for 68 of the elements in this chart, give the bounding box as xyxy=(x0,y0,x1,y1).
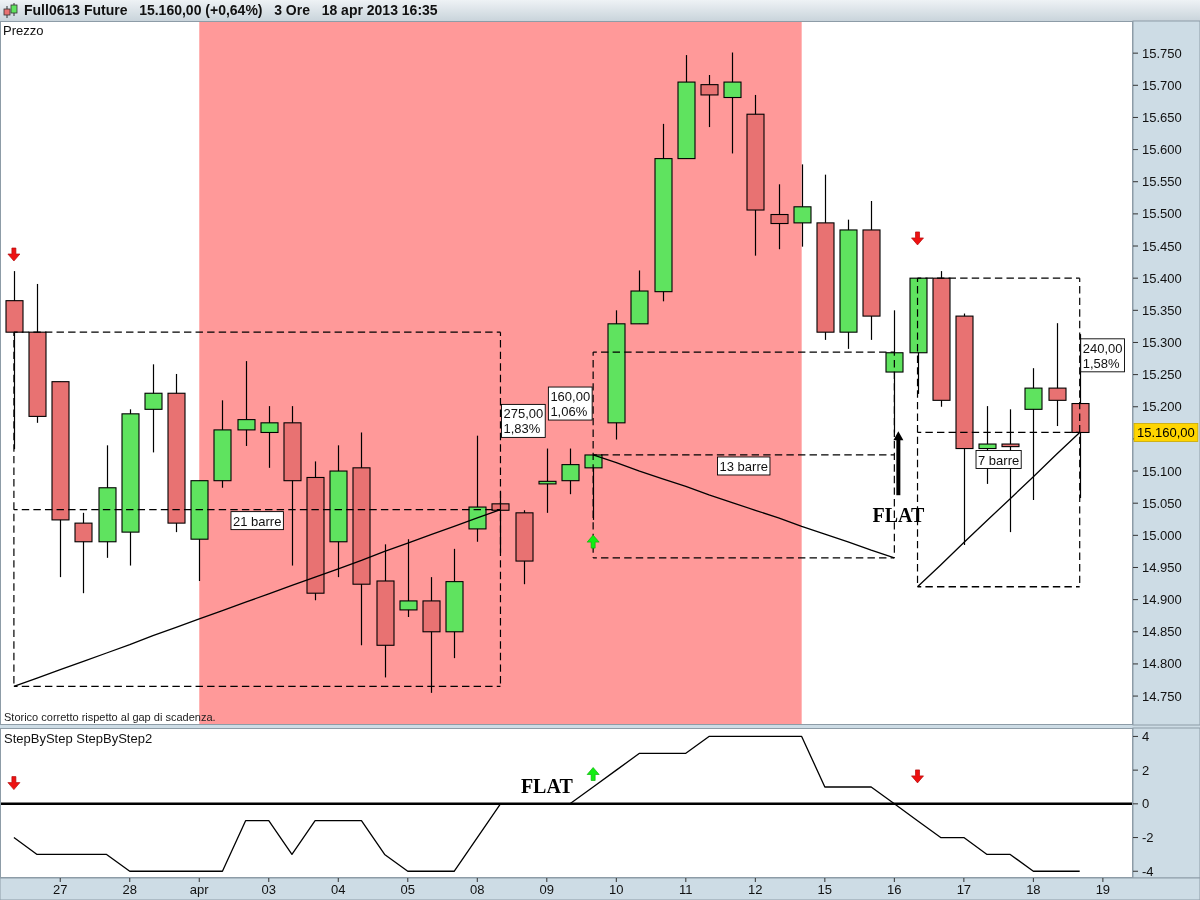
annotation: FLAT xyxy=(520,774,574,797)
candlestick xyxy=(399,538,418,618)
y-tick-label: -2 xyxy=(1142,830,1154,846)
x-tick-label: 16 xyxy=(887,882,902,897)
y-tick-label: 15.650 xyxy=(1142,109,1182,125)
annotation: 240,00 1,58% xyxy=(1082,340,1123,371)
x-tick-label: 12 xyxy=(748,882,763,897)
candlestick xyxy=(538,447,557,514)
y-tick-label: 14.750 xyxy=(1142,688,1182,704)
x-tick-label: 11 xyxy=(679,882,693,897)
candlestick xyxy=(237,360,256,447)
y-tick-label: 14.850 xyxy=(1142,624,1182,640)
y-tick-label: 15.550 xyxy=(1142,174,1182,190)
x-tick-label: 04 xyxy=(331,882,346,897)
y-tick-label: 0 xyxy=(1142,796,1150,812)
candlestick xyxy=(700,74,719,128)
x-tick-label: 09 xyxy=(539,882,555,897)
x-tick-label: apr xyxy=(189,882,210,897)
y-tick-label: 14.900 xyxy=(1142,592,1182,608)
y-tick-label: 15.100 xyxy=(1142,463,1182,479)
y-tick-label: 15.450 xyxy=(1142,238,1182,254)
candlestick xyxy=(723,51,742,155)
x-tick-label: 05 xyxy=(400,882,416,897)
y-tick-label: 15.050 xyxy=(1142,495,1182,511)
x-tick-label: 27 xyxy=(53,882,68,897)
text: 15.160,00 xyxy=(1137,424,1195,440)
y-tick-label: 14.950 xyxy=(1142,559,1182,575)
x-tick-label: 03 xyxy=(261,882,276,897)
candlestick xyxy=(260,405,279,469)
point xyxy=(911,231,924,246)
chart-title: StepByStep StepByStep2 xyxy=(4,731,153,746)
annotation: 160,00 1,06% xyxy=(550,389,591,420)
candlestick xyxy=(793,163,812,248)
point xyxy=(7,247,21,262)
y-tick-label: 15.350 xyxy=(1142,302,1182,318)
candlestick xyxy=(74,512,93,594)
y-tick-label: 15.600 xyxy=(1142,142,1182,158)
candlestick xyxy=(144,363,163,453)
annotation: 21 barre xyxy=(232,513,282,529)
y-tick-label: 15.200 xyxy=(1142,399,1182,415)
y-tick-label: 15.250 xyxy=(1142,367,1182,383)
annotation: 275,00 1,83% xyxy=(503,406,544,437)
y-tick-label: 15.000 xyxy=(1142,527,1182,543)
y-tick-label: 15.300 xyxy=(1142,334,1182,350)
y-tick-label: 4 xyxy=(1142,728,1150,744)
candlestick xyxy=(1048,322,1067,427)
candlestick xyxy=(770,183,789,250)
x-tick-label: 10 xyxy=(609,882,624,897)
annotation: 7 barre xyxy=(978,452,1020,468)
annotation: 13 barre xyxy=(719,458,768,474)
x-tick-label: 17 xyxy=(956,882,972,897)
y-tick-label: -4 xyxy=(1142,863,1154,879)
y-tick-label: 14.800 xyxy=(1142,656,1182,672)
point xyxy=(586,534,600,549)
y-tick-label: 2 xyxy=(1142,762,1150,778)
x-tick-label: 08 xyxy=(470,882,485,897)
x-tick-label: 19 xyxy=(1095,882,1111,897)
x-tick-label: 15 xyxy=(817,882,833,897)
y-tick-label: 15.700 xyxy=(1142,77,1182,93)
y-tick-label: 15.750 xyxy=(1142,45,1182,61)
annotation: Storico corretto rispetto al gap di scadenza. xyxy=(4,711,216,723)
y-tick-label: 15.500 xyxy=(1142,206,1182,222)
chart-title: Full0613 Future 15.160,00 (+0,64%) 3 Ore 18 apr 2013 16:35 xyxy=(24,2,438,18)
y-tick-label: 15.400 xyxy=(1142,270,1182,286)
chart-subtitle: Prezzo xyxy=(3,23,44,38)
candlestick xyxy=(561,447,580,495)
x-tick-label: 28 xyxy=(122,882,137,897)
x-tick-label: 18 xyxy=(1026,882,1041,897)
